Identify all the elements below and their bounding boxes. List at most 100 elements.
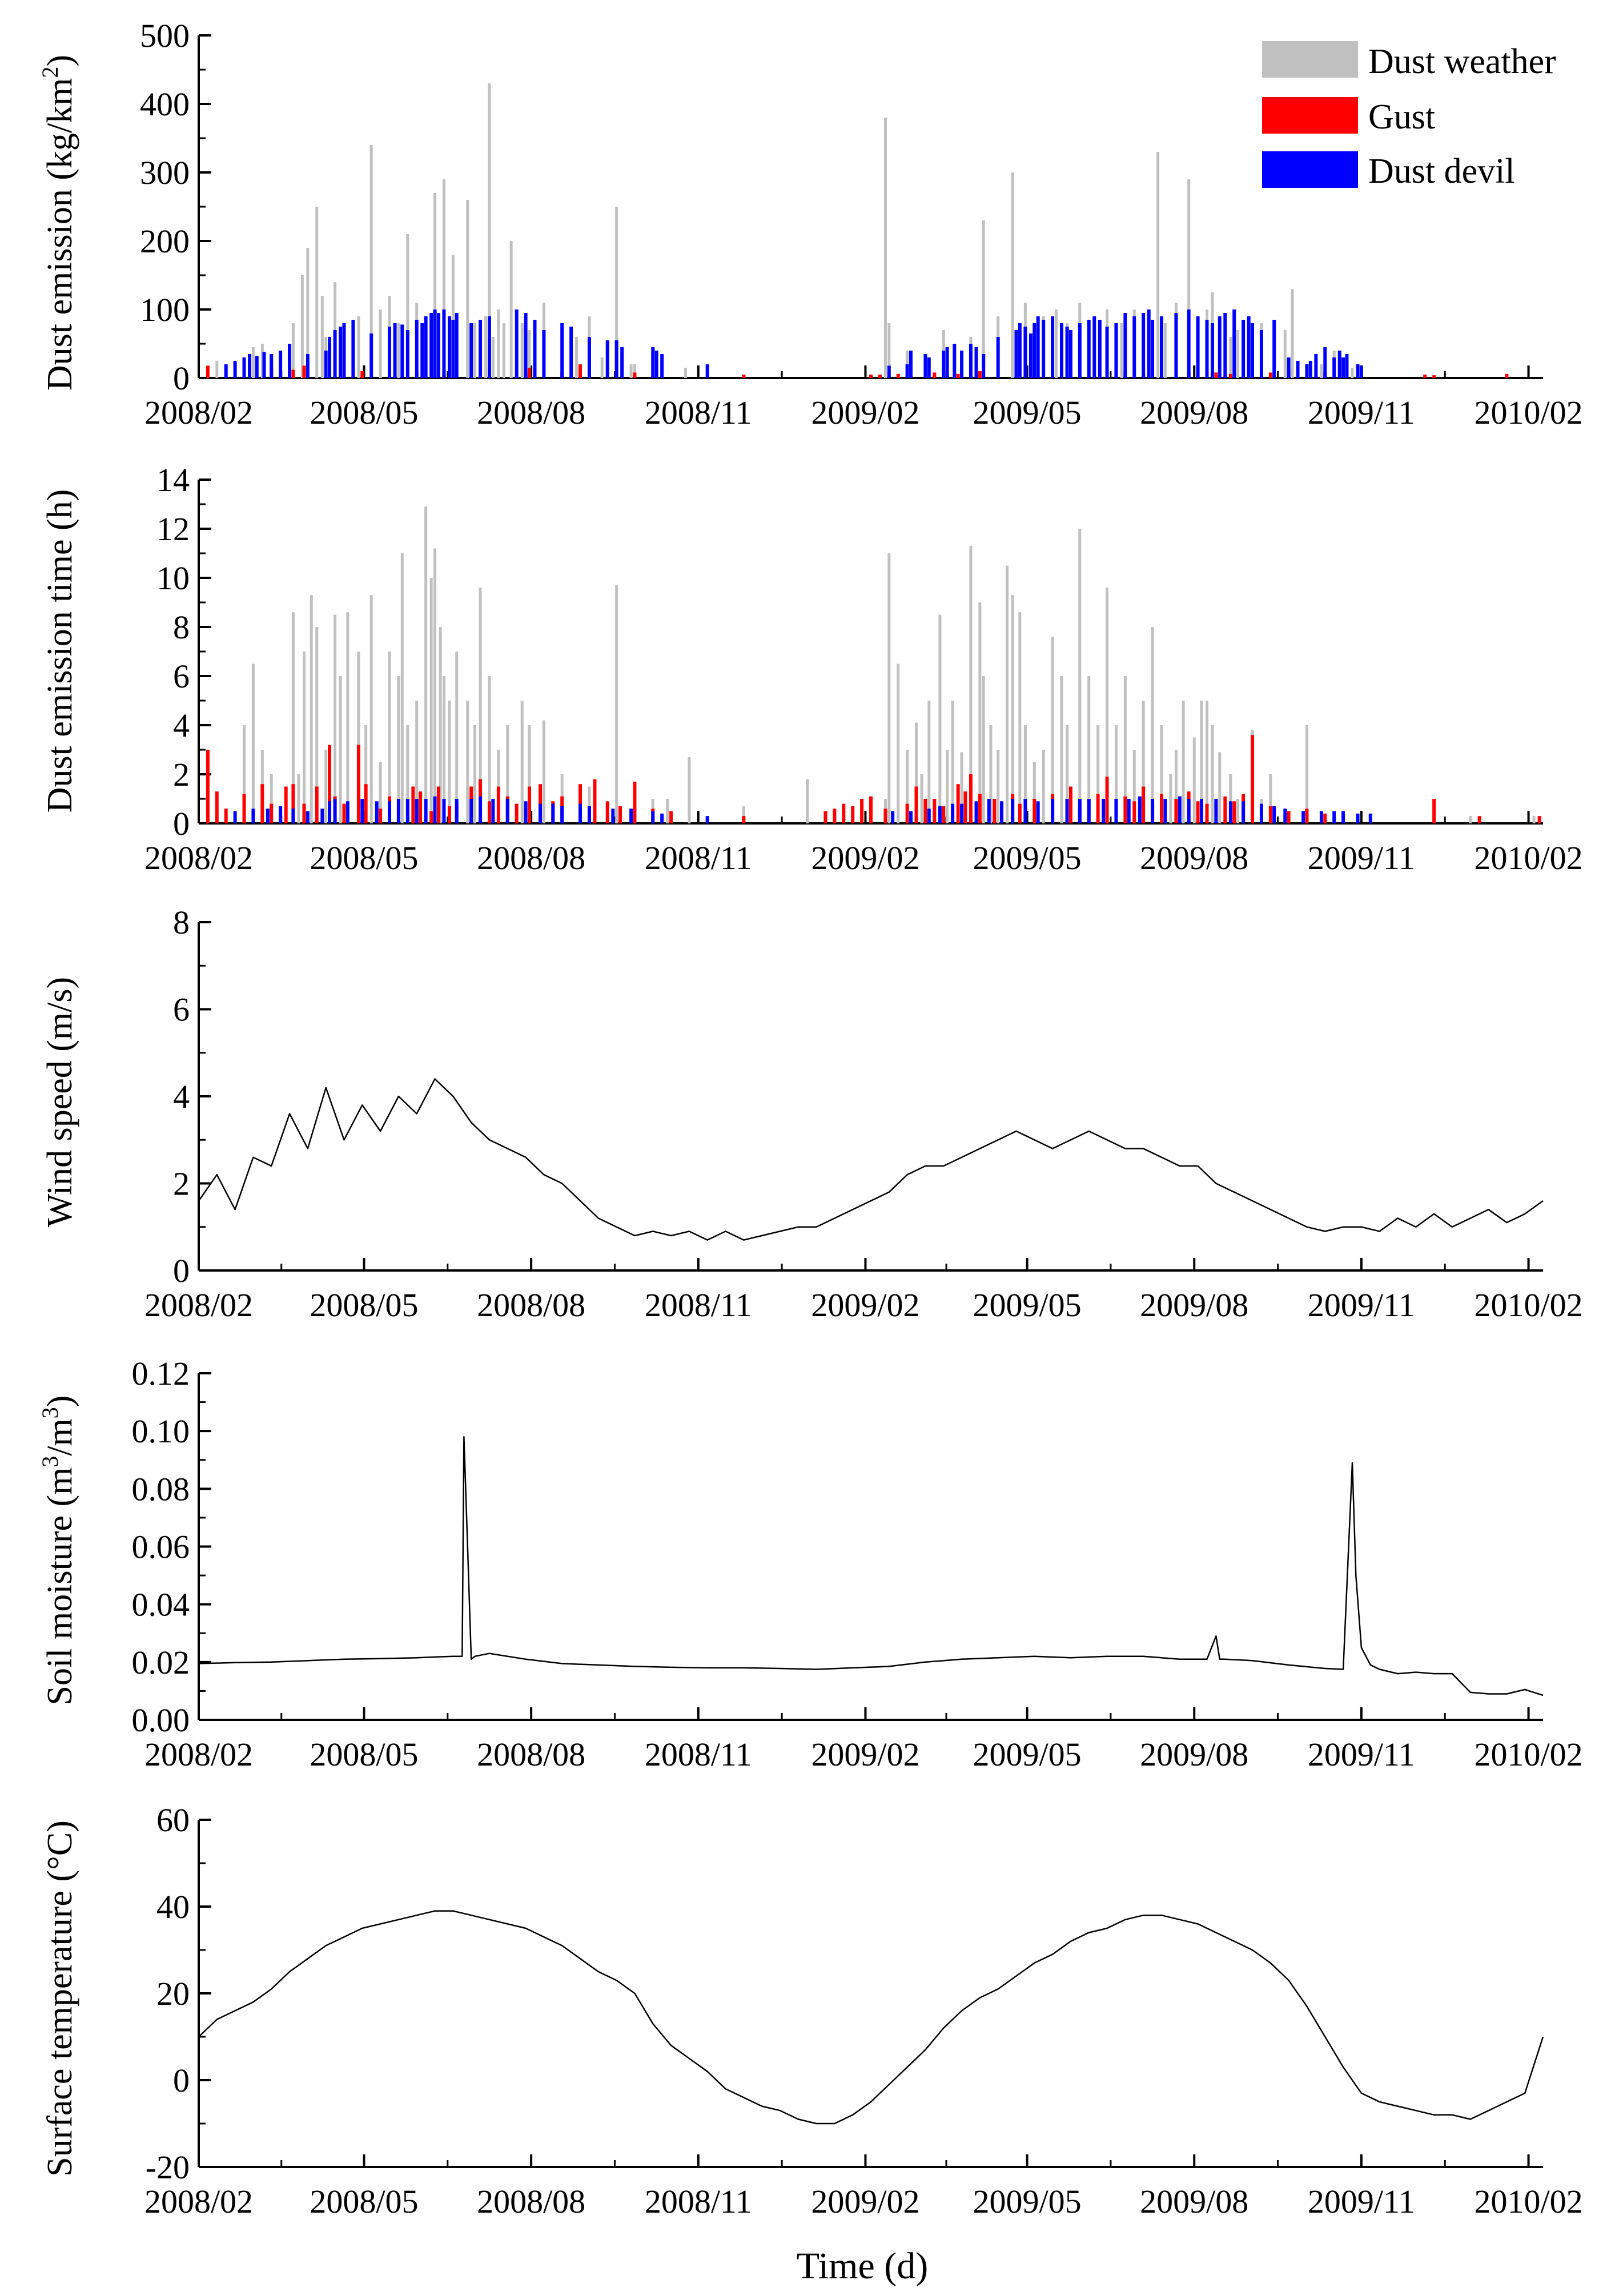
y-tick-label: 0.08 bbox=[132, 1470, 190, 1507]
bar-dust-devil bbox=[351, 320, 355, 378]
y-tick-label: 0.12 bbox=[132, 1355, 190, 1392]
x-tick-label: 2008/08 bbox=[477, 2183, 585, 2220]
x-tick-label: 2009/11 bbox=[1308, 1736, 1415, 1773]
bar-dust-devil bbox=[1123, 313, 1127, 378]
bar-dust-devil bbox=[1147, 309, 1151, 378]
y-tick-label: 0.00 bbox=[132, 1702, 190, 1739]
bar-dust-devil bbox=[1127, 799, 1131, 823]
bar-dust-weather bbox=[920, 774, 923, 823]
bar-dust-weather bbox=[978, 602, 982, 823]
axes-surface-temperature: -20 0 20 40 60 2008/02 2008/05 2008/08 2008/11 20… bbox=[144, 1802, 1583, 2220]
bar-dust-devil bbox=[569, 327, 573, 378]
x-tick-label: 2009/02 bbox=[811, 1736, 919, 1773]
bar-dust-devil bbox=[945, 347, 949, 378]
x-tick-label: 2009/11 bbox=[1308, 1286, 1415, 1324]
bar-gust bbox=[933, 372, 937, 378]
bar-dust-devil bbox=[1142, 313, 1146, 378]
bar-gust bbox=[963, 791, 967, 823]
y-tick-label: 0.06 bbox=[132, 1529, 190, 1566]
x-tick-label: 2008/02 bbox=[144, 1286, 253, 1324]
y-tick-label: 2 bbox=[173, 1165, 190, 1203]
bar-dust-devil bbox=[887, 365, 891, 378]
bar-dust-weather bbox=[415, 701, 419, 823]
x-tick-label: 2009/05 bbox=[973, 2183, 1082, 2220]
bar-dust-devil bbox=[1356, 364, 1360, 378]
bar-dust-devil bbox=[1078, 323, 1082, 378]
bar-dust-weather bbox=[951, 701, 954, 823]
bar-gust bbox=[823, 811, 827, 823]
bar-dust-devil bbox=[620, 347, 624, 378]
legend-swatch-dust-weather bbox=[1262, 41, 1358, 78]
bar-dust-weather bbox=[488, 83, 491, 378]
bar-gust bbox=[429, 811, 433, 823]
bar-dust-devil bbox=[1178, 796, 1182, 823]
bar-dust-devil bbox=[1242, 801, 1246, 823]
x-tick-label: 2008/08 bbox=[477, 839, 585, 876]
axes-wind-speed: 0 2 4 6 8 2008/02 2008/05 2008/08 2008/11 2009/02… bbox=[144, 904, 1583, 1324]
bar-dust-devil bbox=[1042, 320, 1046, 378]
bar-dust-devil bbox=[342, 323, 346, 378]
bar-dust-devil bbox=[560, 806, 564, 823]
bar-dust-devil bbox=[1051, 799, 1055, 823]
bar-dust-weather bbox=[1351, 368, 1354, 378]
y-tick-label: 200 bbox=[140, 223, 190, 260]
bar-gust bbox=[914, 786, 918, 823]
bar-dust-devil bbox=[405, 799, 409, 823]
bar-gust bbox=[260, 784, 264, 823]
y-tick-label: 2 bbox=[173, 756, 190, 793]
bar-dust-devil bbox=[1205, 320, 1209, 378]
bar-dust-weather bbox=[300, 275, 304, 378]
x-tick-label: 2010/02 bbox=[1474, 394, 1582, 431]
bar-dust-devil bbox=[960, 803, 964, 823]
x-tick-label: 2009/08 bbox=[1140, 1736, 1248, 1773]
bar-gust bbox=[1142, 786, 1146, 823]
bar-dust-weather bbox=[633, 364, 636, 378]
bar-gust bbox=[487, 801, 491, 823]
bar-dust-devil bbox=[1232, 309, 1236, 378]
bar-dust-devil bbox=[388, 327, 392, 378]
bar-dust-weather bbox=[946, 750, 949, 823]
bar-dust-devil bbox=[1078, 799, 1082, 823]
bar-gust bbox=[1268, 806, 1272, 823]
bar-dust-weather bbox=[466, 200, 469, 378]
bar-dust-devil bbox=[251, 809, 255, 823]
bar-dust-weather bbox=[506, 725, 509, 823]
bar-dust-devil bbox=[339, 327, 343, 378]
bar-gust bbox=[1068, 786, 1072, 823]
bar-dust-weather bbox=[379, 762, 382, 823]
bar-dust-devil bbox=[455, 313, 459, 378]
bar-dust-weather bbox=[1532, 816, 1536, 823]
bar-dust-devil bbox=[1023, 327, 1027, 378]
x-tick-label: 2008/11 bbox=[645, 1286, 752, 1324]
bar-gust bbox=[356, 745, 360, 823]
bar-dust-devil bbox=[1036, 801, 1040, 823]
bar-gust bbox=[956, 373, 960, 378]
bar-gust bbox=[1223, 796, 1227, 823]
bar-dust-weather bbox=[439, 627, 442, 823]
bar-dust-weather bbox=[397, 676, 400, 823]
line-wind-speed bbox=[198, 1078, 1544, 1241]
bar-dust-devil bbox=[345, 801, 349, 823]
bar-dust-weather bbox=[429, 578, 433, 823]
bar-dust-devil bbox=[705, 364, 709, 378]
bar-gust bbox=[633, 372, 637, 378]
x-tick-label: 2010/02 bbox=[1474, 839, 1582, 876]
legend-label-gust: Gust bbox=[1368, 98, 1435, 136]
bar-gust bbox=[328, 745, 332, 823]
bar-dust-weather bbox=[1087, 676, 1091, 823]
bar-dust-devil bbox=[396, 799, 400, 823]
x-tick-label: 2010/02 bbox=[1474, 1286, 1582, 1324]
y-tick-label: 0.10 bbox=[132, 1413, 190, 1450]
bar-dust-weather bbox=[491, 337, 495, 378]
y-tick-label: 20 bbox=[156, 1975, 190, 2012]
bar-dust-weather bbox=[1206, 701, 1208, 823]
y-axis-title-wind-speed: Wind speed (m/s) bbox=[41, 977, 79, 1227]
panel-dust-emission-time: 0 2 4 6 8 10 12 14 2008/02 2008/05 2008/08 2008/11 2… bbox=[41, 461, 1583, 876]
bar-dust-weather bbox=[520, 323, 524, 378]
bar-dust-weather bbox=[260, 344, 264, 378]
x-tick-label: 2009/02 bbox=[811, 394, 919, 431]
bar-dust-devil bbox=[279, 351, 283, 378]
bar-dust-devil bbox=[424, 799, 428, 823]
bar-dust-weather bbox=[883, 118, 887, 378]
bar-dust-devil bbox=[424, 316, 428, 378]
